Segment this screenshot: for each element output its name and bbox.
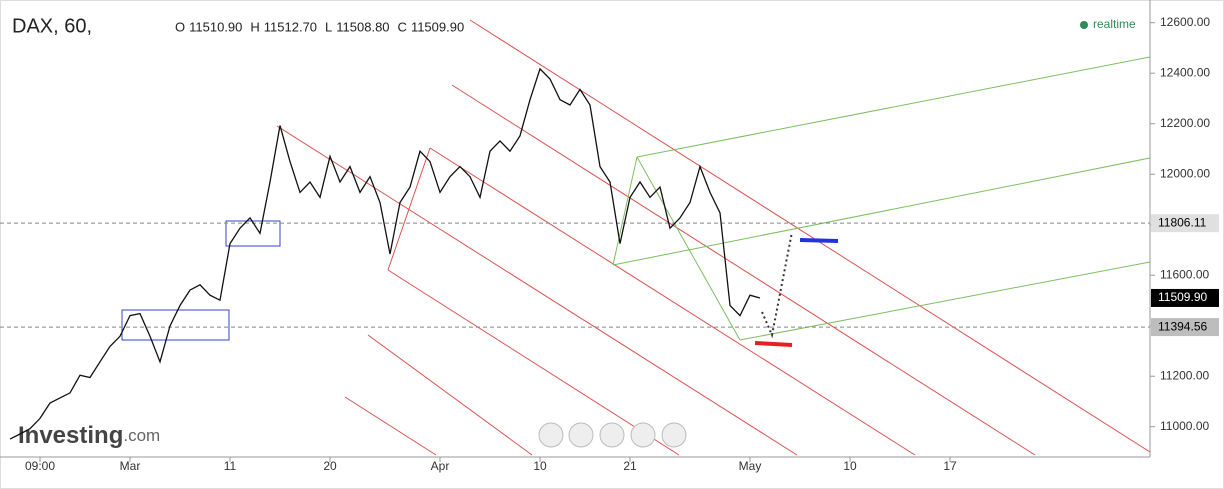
price-marker-label: 11806.11 [1158,215,1207,229]
ohlc-value: 11508.80 [336,19,389,34]
x-tick-label: Mar [120,459,141,473]
x-tick-label: 09:00 [25,459,55,473]
price-marker [1151,288,1219,307]
x-tick-label: Apr [431,459,450,473]
price-line-series [9,67,761,440]
ohlc-key: O [175,19,185,34]
controls[interactable] [538,422,687,448]
ohlc-value: 11509.90 [411,19,464,34]
y-tick-label: 11000.00 [1160,419,1209,433]
logo: Investing.com [18,422,160,449]
x-tick-label: 11 [224,459,237,473]
y-tick-label: 12200.00 [1160,116,1210,130]
ohlc-key: C [398,19,407,34]
x-tick-label: May [739,459,762,473]
status: realtime [1093,17,1136,31]
drawings [121,19,1151,456]
y-tick-label: 12400.00 [1160,65,1210,79]
ohlc-value: 11512.70 [264,19,317,34]
ohlc-key: L [325,19,332,34]
price-marker [1151,214,1219,233]
price-marker-label: 11394.56 [1158,319,1207,333]
x-tick-label: 17 [943,459,957,473]
x-tick-label: 20 [323,459,337,473]
y-tick-label: 12600.00 [1160,15,1210,29]
x-tick-label: 10 [533,459,547,473]
x-tick-label: 21 [623,459,637,473]
y-tick-label: 12000.00 [1160,166,1210,180]
x-tick-label: 10 [843,459,857,473]
price-marker-label: 11509.90 [1158,290,1207,304]
symbol: DAX, 60, [12,15,92,37]
y-tick-label: 11600.00 [1160,267,1209,281]
price-marker [1151,318,1219,337]
ohlc-value: 11510.90 [189,19,242,34]
ohlc-key: H [250,19,259,34]
y-tick-label: 11200.00 [1160,368,1209,382]
status-dot [1080,21,1088,29]
